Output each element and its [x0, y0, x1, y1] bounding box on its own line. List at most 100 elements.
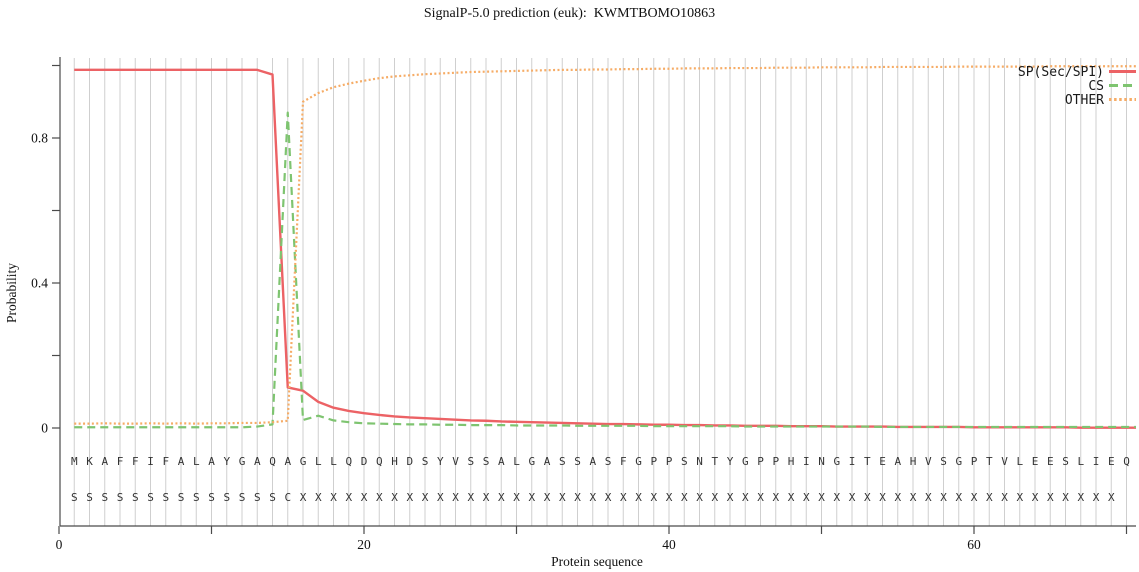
- sequence-residue: A: [178, 455, 185, 468]
- annotation-letter: X: [498, 491, 505, 504]
- sequence-residue: L: [315, 455, 322, 468]
- annotation-letter: X: [940, 491, 947, 504]
- legend-label: CS: [1088, 79, 1104, 94]
- sequence-residue: F: [132, 455, 139, 468]
- legend-entry-cs: CS: [1088, 79, 1136, 94]
- annotation-letter: X: [1077, 491, 1084, 504]
- sequence-residue: A: [894, 455, 901, 468]
- annotation-letter: X: [757, 491, 764, 504]
- annotation-letter: S: [117, 491, 124, 504]
- legend-label: SP(Sec/SPI): [1018, 65, 1104, 80]
- annotation-letter: S: [254, 491, 261, 504]
- sequence-residue: N: [696, 455, 703, 468]
- sequence-residue: G: [955, 455, 962, 468]
- annotation-letter: X: [483, 491, 490, 504]
- sequence-residue: Y: [437, 455, 444, 468]
- sequence-residue: E: [1047, 455, 1054, 468]
- annotation-letter: C: [284, 491, 291, 504]
- sequence-residue: S: [681, 455, 688, 468]
- sequence-residue: A: [284, 455, 291, 468]
- annotation-letter: X: [788, 491, 795, 504]
- annotation-letter: X: [635, 491, 642, 504]
- annotation-letter: X: [772, 491, 779, 504]
- annotation-letter: X: [910, 491, 917, 504]
- sequence-residue: V: [452, 455, 459, 468]
- sequence-residue: G: [635, 455, 642, 468]
- annotation-letter: X: [925, 491, 932, 504]
- annotation-letter: S: [71, 491, 78, 504]
- annotation-letter: X: [1062, 491, 1069, 504]
- series-line-other: [74, 65, 1136, 425]
- x-axis-title: Protein sequence: [551, 554, 643, 569]
- annotation-letter: X: [711, 491, 718, 504]
- residue-gridlines: [73, 58, 1127, 526]
- sequence-residue: S: [559, 455, 566, 468]
- sequence-residue: G: [833, 455, 840, 468]
- legend-entry-sp-sec-spi: SP(Sec/SPI): [1018, 65, 1136, 80]
- annotation-letter: X: [833, 491, 840, 504]
- annotation-letter: X: [513, 491, 520, 504]
- annotation-letter: X: [559, 491, 566, 504]
- y-axis: 0 0.4 0.8: [31, 64, 60, 436]
- sequence-residue: V: [1001, 455, 1008, 468]
- annotation-letter: X: [589, 491, 596, 504]
- sequence-residue: F: [620, 455, 627, 468]
- legend-label: OTHER: [1065, 93, 1104, 108]
- y-axis-title: Probability: [4, 263, 19, 323]
- annotation-letter: X: [544, 491, 551, 504]
- sequence-residue: P: [666, 455, 673, 468]
- x-tick-label: 20: [357, 537, 371, 552]
- annotation-letter: X: [452, 491, 459, 504]
- annotation-letter: X: [666, 491, 673, 504]
- annotation-letter: S: [132, 491, 139, 504]
- sequence-residue: T: [864, 455, 871, 468]
- sequence-residue: N: [818, 455, 825, 468]
- annotation-letter: S: [223, 491, 230, 504]
- annotation-letter: X: [391, 491, 398, 504]
- legend-entry-other: OTHER: [1065, 93, 1136, 108]
- sequence-residue: S: [605, 455, 612, 468]
- sequence-residue: P: [650, 455, 657, 468]
- sequence-residue: L: [193, 455, 200, 468]
- annotation-letter: X: [955, 491, 962, 504]
- x-tick-label: 0: [56, 537, 63, 552]
- series-line-sp-sec-spi: [74, 68, 1136, 429]
- annotation-letter: X: [437, 491, 444, 504]
- annotation-letter: X: [300, 491, 307, 504]
- sequence-residue: Q: [1123, 455, 1130, 468]
- sequence-residue: S: [467, 455, 474, 468]
- annotation-letter: X: [422, 491, 429, 504]
- annotation-letter: X: [696, 491, 703, 504]
- sequence-residue: I: [803, 455, 810, 468]
- sequence-residue: I: [1093, 455, 1100, 468]
- sequence-residue: L: [1016, 455, 1023, 468]
- annotation-letter: S: [193, 491, 200, 504]
- annotation-letter: X: [330, 491, 337, 504]
- sequence-residue: G: [239, 455, 246, 468]
- sequence-residue: A: [544, 455, 551, 468]
- annotation-letter: X: [1047, 491, 1054, 504]
- sequence-residue: A: [208, 455, 215, 468]
- annotation-letter: X: [894, 491, 901, 504]
- annotation-letter: X: [315, 491, 322, 504]
- sequence-residue: S: [422, 455, 429, 468]
- annotation-letter: S: [269, 491, 276, 504]
- annotation-letter: S: [101, 491, 108, 504]
- sequence-residue: D: [406, 455, 413, 468]
- sequence-residue: Q: [269, 455, 276, 468]
- x-tick-label: 40: [662, 537, 676, 552]
- sequence-residue: Q: [345, 455, 352, 468]
- sequence-residue: L: [513, 455, 520, 468]
- sequence-residue: F: [162, 455, 169, 468]
- y-tick-label: 0.4: [31, 276, 48, 291]
- annotation-letter: X: [986, 491, 993, 504]
- series-line-cs: [74, 111, 1136, 429]
- annotation-letter: X: [1016, 491, 1023, 504]
- sequence-residue: A: [498, 455, 505, 468]
- annotation-letter: X: [681, 491, 688, 504]
- sequence-residue: I: [147, 455, 154, 468]
- sequence-residue: S: [940, 455, 947, 468]
- sequence-residue: K: [86, 455, 93, 468]
